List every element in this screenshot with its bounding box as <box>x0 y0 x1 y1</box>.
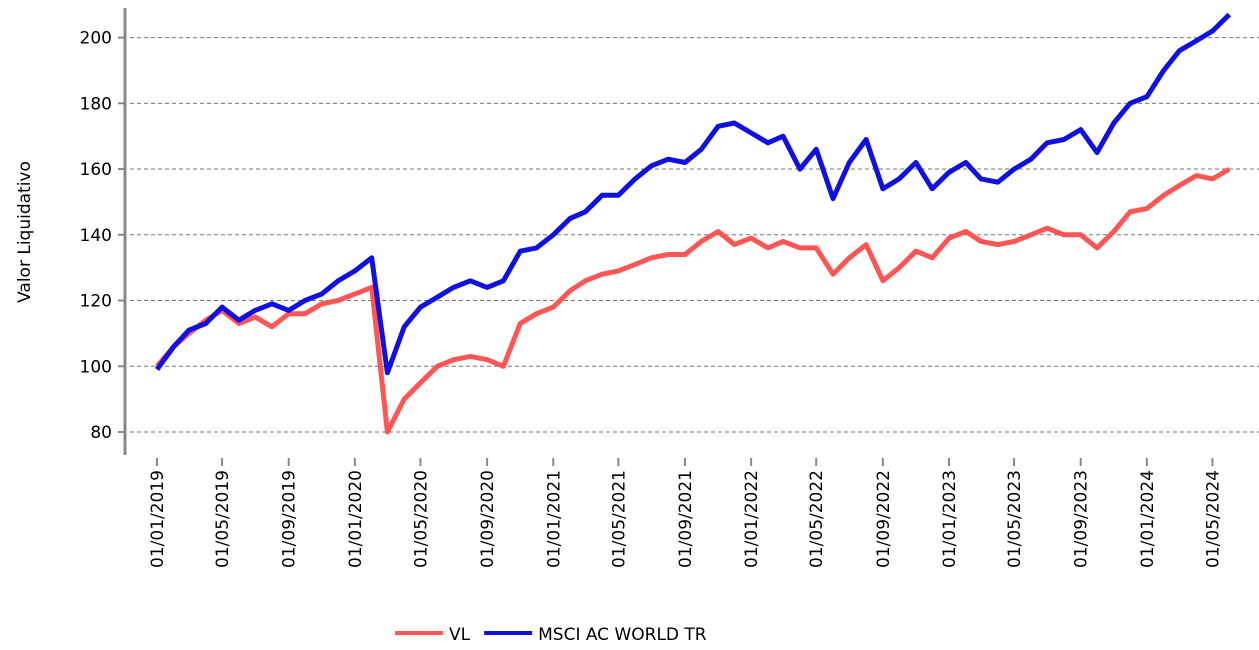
x-tick-label: 01/09/2020 <box>478 470 498 568</box>
y-tick-label: 120 <box>80 292 112 312</box>
series-line <box>155 166 1231 435</box>
x-tick-label: 01/01/2019 <box>148 470 168 568</box>
x-tick-label: 01/01/2022 <box>742 470 762 568</box>
x-tick-label: 01/09/2021 <box>676 470 696 568</box>
x-tick-label: 01/01/2024 <box>1138 470 1158 568</box>
y-tick-label: 160 <box>80 160 112 180</box>
x-tick-label: 01/01/2020 <box>346 470 366 568</box>
x-tick-label: 01/05/2021 <box>609 470 629 568</box>
x-tick-label: 01/05/2019 <box>213 470 233 568</box>
x-tick-label: 01/05/2024 <box>1203 470 1223 568</box>
x-tick-label: 01/05/2020 <box>411 470 431 568</box>
y-tick-label: 100 <box>80 357 112 377</box>
x-tick-label: 01/01/2023 <box>940 470 960 568</box>
x-tick-label: 01/09/2019 <box>280 470 300 568</box>
series-line <box>154 12 1232 376</box>
x-tick-label: 01/05/2023 <box>1005 470 1025 568</box>
y-tick-label: 180 <box>80 94 112 114</box>
x-tick-label: 01/01/2021 <box>544 470 564 568</box>
x-tick-label: 01/05/2022 <box>807 470 827 568</box>
legend-label: VL <box>449 625 471 645</box>
y-tick-label: 80 <box>90 423 112 443</box>
y-tick-label: 200 <box>80 29 112 49</box>
legend-label: MSCI AC WORLD TR <box>538 625 707 645</box>
y-tick-label: 140 <box>80 226 112 246</box>
y-axis-label: Valor Liquidativo <box>15 161 35 303</box>
x-tick-label: 01/09/2022 <box>874 470 894 568</box>
x-tick-label: 01/09/2023 <box>1072 470 1092 568</box>
